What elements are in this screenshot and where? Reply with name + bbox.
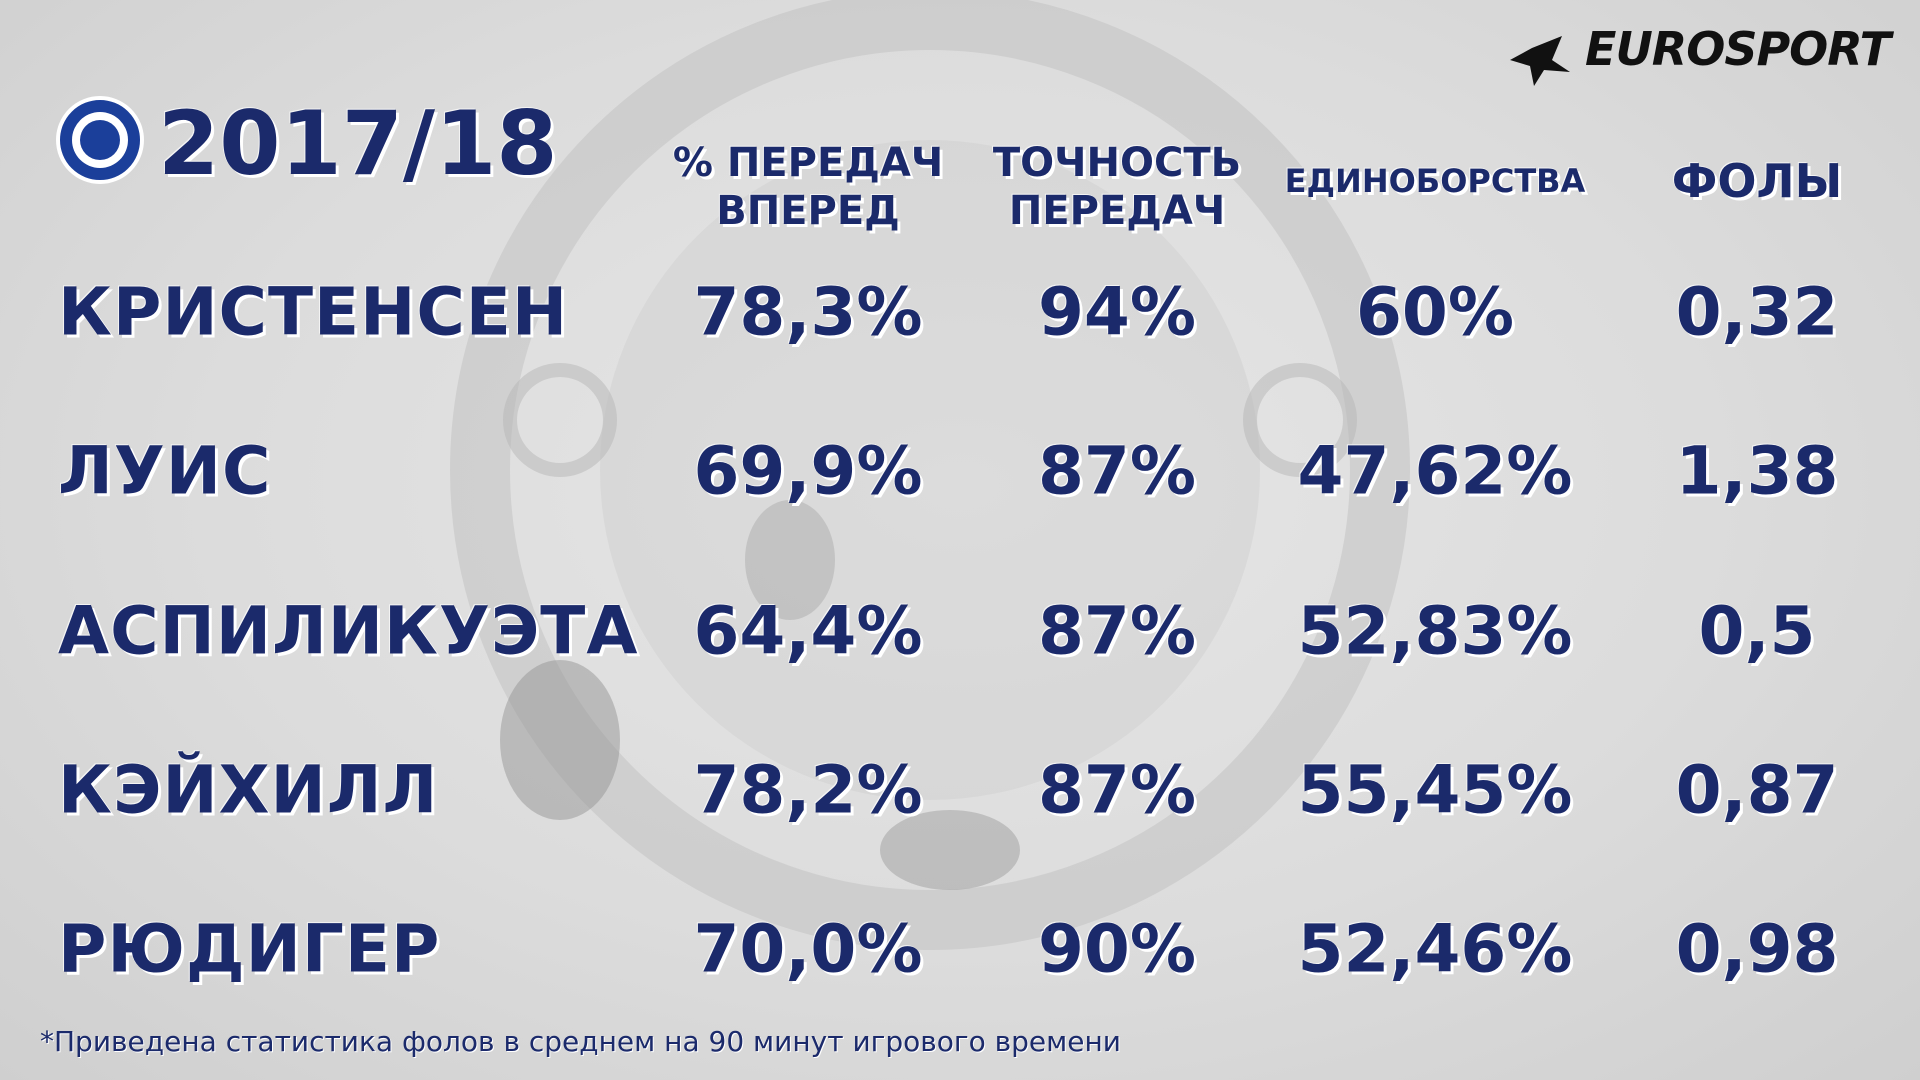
column-header: ЕДИНОБОРСТВА bbox=[1284, 162, 1586, 200]
club-logo bbox=[56, 96, 144, 184]
player-name: КРИСТЕНСЕН bbox=[58, 273, 569, 351]
stat-value: 0,5 bbox=[1698, 592, 1816, 670]
player-name: ЛУИС bbox=[58, 432, 272, 510]
stat-value: 0,87 bbox=[1675, 751, 1839, 829]
stat-value: 1,38 bbox=[1675, 432, 1839, 510]
column-header: ВПЕРЕД bbox=[716, 188, 900, 234]
stat-value: 64,4% bbox=[693, 592, 923, 670]
stat-value: 90% bbox=[1038, 910, 1196, 988]
stat-value: 52,83% bbox=[1297, 592, 1573, 670]
player-name: КЭЙХИЛЛ bbox=[58, 751, 439, 829]
stat-value: 70,0% bbox=[693, 910, 923, 988]
stat-value: 87% bbox=[1038, 751, 1196, 829]
column-header: ТОЧНОСТЬ bbox=[992, 140, 1242, 186]
stat-value: 87% bbox=[1038, 432, 1196, 510]
brand-logo: EUROSPORT bbox=[1585, 22, 1891, 76]
stat-value: 87% bbox=[1038, 592, 1196, 670]
stat-value: 69,9% bbox=[693, 432, 923, 510]
stat-value: 78,3% bbox=[693, 273, 923, 351]
brand-star bbox=[1510, 36, 1570, 86]
stat-value: 94% bbox=[1038, 273, 1196, 351]
stat-value: 47,62% bbox=[1297, 432, 1573, 510]
column-header: ПЕРЕДАЧ bbox=[1008, 188, 1226, 234]
stat-value: 0,98 bbox=[1675, 910, 1839, 988]
player-name: АСПИЛИКУЭТА bbox=[58, 592, 639, 670]
footnote: *Приведена статистика фолов в среднем на… bbox=[40, 1025, 1122, 1058]
stat-value: 0,32 bbox=[1675, 273, 1839, 351]
column-header: % ПЕРЕДАЧ bbox=[672, 140, 944, 186]
player-name: РЮДИГЕР bbox=[58, 910, 441, 988]
stat-value: 60% bbox=[1356, 273, 1514, 351]
stat-value: 52,46% bbox=[1297, 910, 1573, 988]
stat-value: 78,2% bbox=[693, 751, 923, 829]
stat-value: 55,45% bbox=[1297, 751, 1573, 829]
season-title: 2017/18 bbox=[158, 92, 558, 195]
column-header: ФОЛЫ bbox=[1671, 154, 1843, 208]
